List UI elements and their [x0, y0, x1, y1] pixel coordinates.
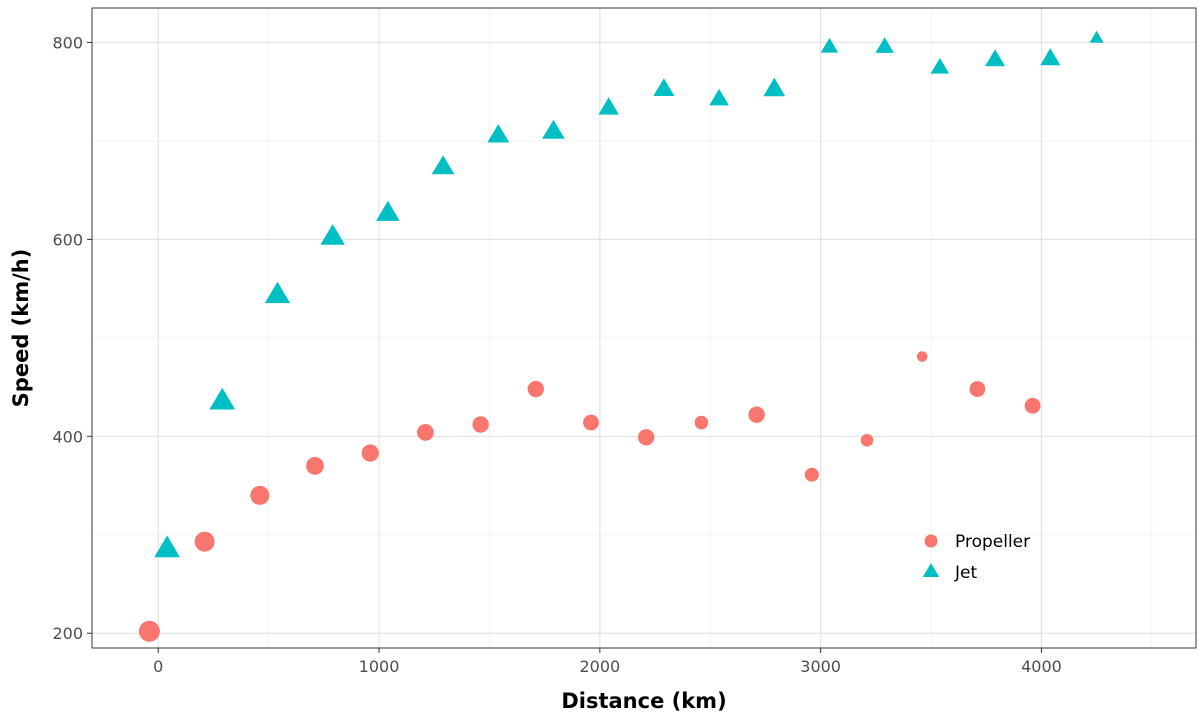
- jet-point: [154, 535, 180, 558]
- legend-label-propeller: Propeller: [955, 532, 1030, 552]
- legend-marker-jet: [922, 563, 940, 577]
- x-axis-title: Distance (km): [561, 689, 726, 713]
- jet-point: [542, 119, 565, 139]
- x-tick-label: 4000: [1021, 657, 1062, 676]
- y-tick-label: 200: [52, 624, 83, 643]
- legend-item-jet: Jet: [922, 563, 977, 583]
- legend: Propeller Jet: [922, 532, 1030, 583]
- jet-point: [209, 387, 236, 410]
- propeller-point: [194, 531, 215, 552]
- x-tick-label: 1000: [359, 657, 400, 676]
- propeller-point: [638, 429, 655, 446]
- y-tick-label: 400: [52, 427, 83, 446]
- propeller-point: [417, 423, 434, 441]
- y-axis-title: Speed (km/h): [9, 249, 33, 408]
- legend-marker-propeller: [924, 534, 938, 548]
- legend-item-propeller: Propeller: [924, 532, 1030, 552]
- propeller-point: [138, 620, 160, 642]
- y-tick-label: 600: [52, 230, 83, 249]
- data-points: [138, 30, 1104, 642]
- propeller-point: [583, 414, 599, 431]
- jet-point: [487, 124, 510, 143]
- propeller-point: [748, 406, 765, 423]
- x-tick-label: 2000: [579, 657, 620, 676]
- plot-panel-border: [91, 7, 1197, 649]
- propeller-point: [361, 444, 379, 462]
- x-tick-label: 0: [153, 657, 163, 676]
- propeller-point: [804, 467, 819, 482]
- legend-label-jet: Jet: [954, 563, 977, 583]
- propeller-point: [916, 351, 928, 362]
- jet-point: [1089, 30, 1104, 43]
- propeller-point: [306, 456, 324, 475]
- jet-point: [1040, 48, 1061, 66]
- y-tick-label: 800: [52, 33, 83, 52]
- jet-point: [709, 88, 729, 106]
- jet-point: [820, 37, 839, 53]
- jet-point: [320, 224, 345, 245]
- propeller-point: [860, 433, 874, 447]
- axis-ticks: [87, 41, 1042, 653]
- propeller-point: [694, 415, 709, 430]
- jet-point: [930, 58, 950, 74]
- jet-point: [264, 281, 291, 304]
- jet-point: [376, 200, 400, 221]
- propeller-point: [250, 485, 270, 505]
- jet-point: [598, 97, 619, 115]
- propeller-point: [1024, 397, 1041, 414]
- axis-tick-labels: 0 1000 2000 3000 4000 200 400 600 800: [52, 33, 1061, 676]
- propeller-point: [472, 416, 489, 433]
- jet-point: [431, 155, 455, 175]
- propeller-point: [527, 380, 545, 398]
- propeller-point: [969, 381, 986, 397]
- x-tick-label: 3000: [800, 657, 841, 676]
- jet-point: [985, 49, 1006, 67]
- major-gridlines: [92, 8, 1196, 648]
- jet-point: [763, 77, 786, 97]
- minor-gridlines: [92, 8, 1196, 648]
- jet-point: [875, 37, 894, 53]
- jet-point: [653, 78, 675, 96]
